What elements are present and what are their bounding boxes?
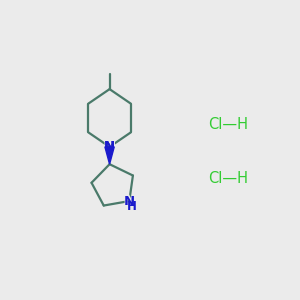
- Text: N: N: [122, 192, 136, 210]
- Text: N: N: [104, 140, 115, 153]
- Text: Cl—H: Cl—H: [208, 171, 248, 186]
- Polygon shape: [105, 147, 114, 164]
- Text: H: H: [127, 200, 137, 213]
- Text: N: N: [104, 140, 115, 153]
- Text: N: N: [124, 195, 135, 208]
- Text: Cl—H: Cl—H: [208, 117, 248, 132]
- Text: N: N: [103, 140, 116, 154]
